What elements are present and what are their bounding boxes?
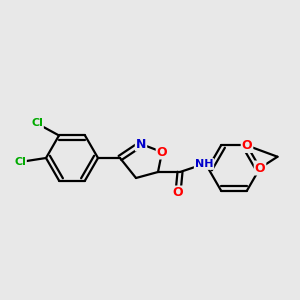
Text: O: O bbox=[242, 139, 252, 152]
Text: O: O bbox=[173, 187, 183, 200]
Text: O: O bbox=[157, 146, 167, 158]
Text: NH: NH bbox=[195, 159, 213, 169]
Text: Cl: Cl bbox=[14, 157, 26, 167]
Text: O: O bbox=[255, 161, 265, 175]
Text: N: N bbox=[136, 137, 146, 151]
Text: Cl: Cl bbox=[31, 118, 43, 128]
